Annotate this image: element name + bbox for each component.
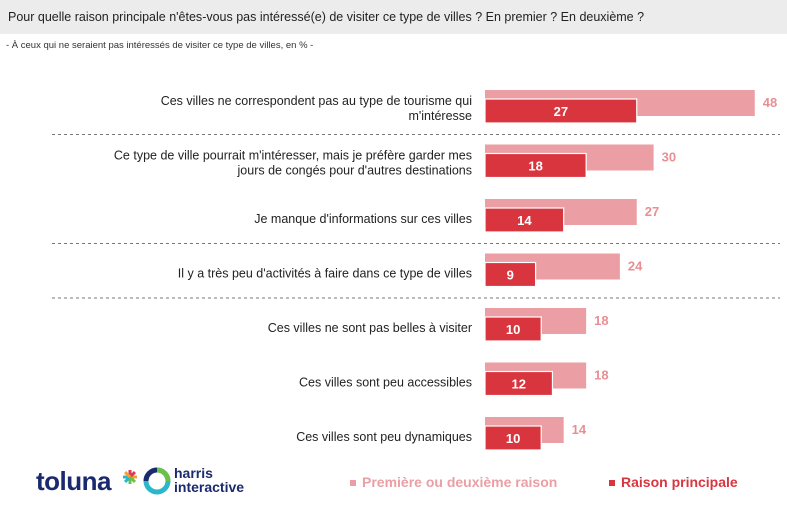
question-part-2: -vous pas intéressé(e) de visiter ce typ… (202, 10, 645, 24)
category-label-1-line-1: jours de congés pour d'autres destinatio… (237, 164, 472, 178)
value-label-main-2: 14 (517, 213, 532, 228)
chart-subtitle: - À ceux qui ne seraient pas intéressés … (6, 40, 314, 51)
value-label-main-4: 10 (506, 322, 520, 337)
question-banner: Pour quelle raison principale n'êtes-vou… (0, 0, 787, 34)
legend-label-main: Raison principale (621, 474, 738, 490)
value-label-first-or-second-1: 30 (662, 150, 676, 165)
bar-main-reason-4 (484, 316, 542, 342)
category-label-1-line-0: Ce type de ville pourrait m'intéresser, … (114, 149, 472, 163)
harris-line-1: harris (174, 465, 213, 481)
harris-line-2: interactive (174, 479, 245, 495)
bar-main-reason-3 (484, 261, 537, 288)
category-label-6-line-0: Ces villes sont peu dynamiques (296, 430, 472, 444)
legend-label-first-or-second: Première ou deuxième raison (362, 474, 558, 490)
question-text: Pour quelle raison principale n'êtes-vou… (8, 10, 644, 24)
category-label-0-line-0: Ces villes ne correspondent pas au type … (161, 94, 472, 108)
value-label-first-or-second-2: 27 (645, 204, 659, 219)
bar-main-reason-6 (484, 425, 542, 451)
legend-swatch-red (609, 480, 615, 487)
value-label-first-or-second-3: 24 (628, 259, 643, 274)
legend-swatch-pink (350, 480, 356, 487)
value-label-main-6: 10 (506, 431, 520, 446)
legend-item-first-or-second: Première ou deuxième raison (350, 474, 557, 490)
bar-main-reason-2 (484, 207, 565, 233)
value-label-main-1: 18 (528, 159, 542, 174)
question-part-1: Pour quelle raison principale (8, 10, 170, 24)
category-label-5-line-0: Ces villes sont peu accessibles (299, 376, 472, 390)
value-label-first-or-second-6: 14 (572, 422, 587, 437)
harris-interactive-wordmark: harris interactive (174, 466, 244, 494)
harris-ring-icon (143, 467, 171, 495)
category-label-0-line-1: m'intéresse (408, 109, 472, 123)
question-part-netes: n'êtes (169, 10, 203, 24)
value-label-first-or-second-5: 18 (594, 368, 608, 383)
bar-main-reason-5 (484, 370, 554, 397)
toluna-asterisk-icon (123, 470, 137, 484)
bar-main-reason-0 (484, 98, 638, 124)
bar-main-reason-1 (484, 152, 587, 179)
legend-item-main: Raison principale (609, 474, 738, 490)
value-label-first-or-second-0: 48 (763, 95, 777, 110)
value-label-first-or-second-4: 18 (594, 313, 608, 328)
category-label-2-line-0: Je manque d'informations sur ces villes (254, 212, 472, 226)
category-label-3-line-0: Il y a très peu d'activités à faire dans… (178, 267, 472, 281)
value-label-main-5: 12 (511, 377, 525, 392)
category-label-4-line-0: Ces villes ne sont pas belles à visiter (268, 321, 472, 335)
value-label-main-0: 27 (554, 104, 568, 119)
value-label-main-3: 9 (507, 268, 514, 283)
toluna-wordmark: toluna (36, 466, 112, 496)
